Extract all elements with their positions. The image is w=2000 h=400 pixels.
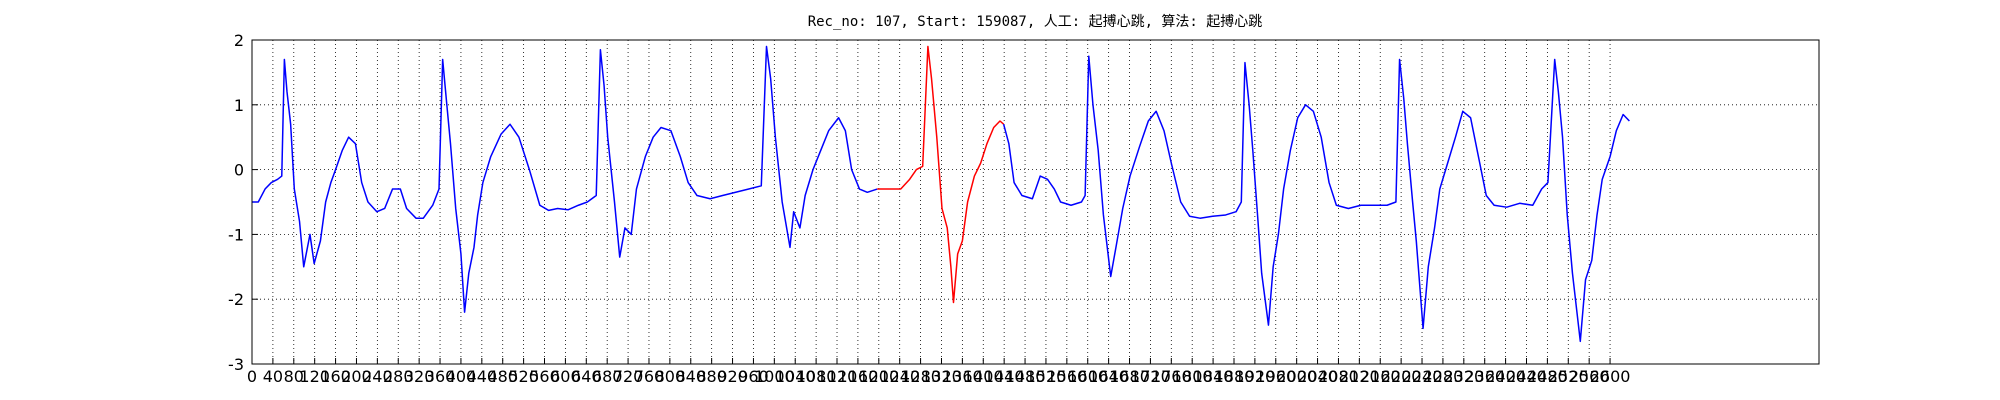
x-tick-label: 1040 <box>775 367 816 386</box>
x-tick-label: 1720 <box>1130 367 1171 386</box>
x-tick-label: 2000 <box>1276 367 1317 386</box>
x-tick-label: 1600 <box>1067 367 1108 386</box>
x-tick-label: 1200 <box>858 367 899 386</box>
x-tick-label: 120 <box>299 367 330 386</box>
x-tick-label: 800 <box>655 367 686 386</box>
x-tick-label: 1520 <box>1026 367 1067 386</box>
x-tick-label: 1280 <box>900 367 941 386</box>
x-tick-label: 1400 <box>963 367 1004 386</box>
x-tick-label: 320 <box>404 367 435 386</box>
line-series <box>877 45 1005 304</box>
x-tick-label: 1880 <box>1214 367 1255 386</box>
x-tick-label: 40 <box>263 367 283 386</box>
x-tick-label: 600 <box>550 367 581 386</box>
x-tick-label: 2240 <box>1402 367 1443 386</box>
line-series <box>252 45 878 313</box>
x-tick-label: 2400 <box>1485 367 1526 386</box>
x-tick-label: 2320 <box>1443 367 1484 386</box>
x-tick-label: 2560 <box>1569 367 1610 386</box>
x-tick-label: 0 <box>247 367 257 386</box>
x-tick-label: 880 <box>696 367 727 386</box>
x-tick-label: 240 <box>362 367 393 386</box>
x-tick-label: 360 <box>425 367 456 386</box>
x-tick-label: 840 <box>675 367 706 386</box>
x-tick-label: 2600 <box>1590 367 1631 386</box>
line-series <box>1002 55 1630 343</box>
x-tick-label: 400 <box>446 367 477 386</box>
x-tick-label: 2360 <box>1464 367 1505 386</box>
x-tick-label: 1960 <box>1255 367 1296 386</box>
x-tick-label: 480 <box>487 367 518 386</box>
x-tick-label: 760 <box>634 367 665 386</box>
x-tick-label: 2280 <box>1423 367 1464 386</box>
x-tick-label: 2200 <box>1381 367 1422 386</box>
x-tick-label: 2080 <box>1318 367 1359 386</box>
x-tick-label: 680 <box>592 367 623 386</box>
x-tick-label: 1160 <box>838 367 879 386</box>
y-tick-label: 2 <box>234 31 244 50</box>
x-tick-label: 1320 <box>921 367 962 386</box>
x-tick-label: 1840 <box>1193 367 1234 386</box>
x-tick-label: 2160 <box>1360 367 1401 386</box>
x-tick-label: 1920 <box>1235 367 1276 386</box>
x-tick-label: 640 <box>571 367 602 386</box>
x-tick-label: 2120 <box>1339 367 1380 386</box>
x-tick-label: 560 <box>529 367 560 386</box>
x-tick-label: 1120 <box>817 367 858 386</box>
x-tick-label: 1080 <box>796 367 837 386</box>
x-tick-label: 720 <box>613 367 644 386</box>
x-tick-label: 2520 <box>1548 367 1589 386</box>
x-tick-label: 160 <box>320 367 351 386</box>
plot-frame <box>251 39 1820 365</box>
y-tick-label: 0 <box>234 161 244 180</box>
chart-title: Rec_no: 107, Start: 159087, 人工: 起搏心跳, 算法… <box>808 13 1263 30</box>
x-tick-label: 1760 <box>1151 367 1192 386</box>
x-tick-label: 1440 <box>984 367 1025 386</box>
x-tick-label: 280 <box>383 367 414 386</box>
y-tick-label: -2 <box>228 290 244 309</box>
y-tick-label: 1 <box>234 96 244 115</box>
x-tick-label: 960 <box>738 367 769 386</box>
x-tick-label: 1360 <box>942 367 983 386</box>
x-tick-label: 1240 <box>879 367 920 386</box>
x-tick-label: 520 <box>508 367 539 386</box>
x-tick-label: 2040 <box>1297 367 1338 386</box>
x-tick-label: 1680 <box>1109 367 1150 386</box>
x-tick-label: 1800 <box>1172 367 1213 386</box>
x-tick-label: 440 <box>467 367 498 386</box>
x-tick-label: 200 <box>341 367 372 386</box>
x-tick-label: 1560 <box>1046 367 1087 386</box>
x-tick-label: 1480 <box>1005 367 1046 386</box>
y-tick-label: -1 <box>228 225 244 244</box>
x-tick-label: 2480 <box>1527 367 1568 386</box>
x-tick-label: 1640 <box>1088 367 1129 386</box>
x-tick-label: 1000 <box>754 367 795 386</box>
x-tick-label: 80 <box>284 367 304 386</box>
x-tick-label: 2440 <box>1506 367 1547 386</box>
y-tick-label: -3 <box>228 355 244 374</box>
x-tick-label: 920 <box>717 367 748 386</box>
